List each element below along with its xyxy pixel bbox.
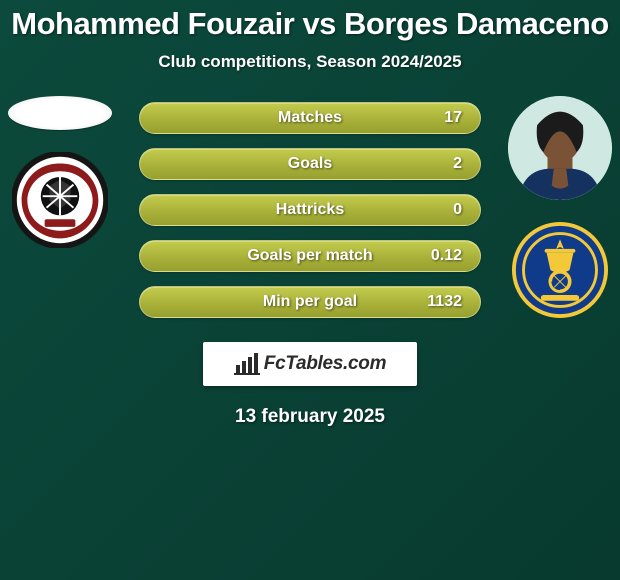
- brand-watermark: FcTables.com: [203, 342, 417, 386]
- stat-bar: Matches17: [139, 102, 481, 134]
- brand-text: FcTables.com: [264, 353, 386, 375]
- alraed-badge-icon: [12, 152, 108, 248]
- stat-bar: Hattricks0: [139, 194, 481, 226]
- stat-label: Matches: [270, 109, 350, 127]
- left-player-avatar: [8, 96, 112, 130]
- stat-bar: Min per goal1132: [139, 286, 481, 318]
- subtitle: Club competitions, Season 2024/2025: [0, 52, 620, 72]
- stat-label: Goals per match: [239, 247, 380, 265]
- left-player-club-badge: [12, 152, 108, 248]
- stat-label: Min per goal: [255, 293, 365, 311]
- stat-label: Goals: [280, 155, 340, 173]
- page-title: Mohammed Fouzair vs Borges Damaceno: [0, 0, 620, 42]
- right-player-avatar: [508, 96, 612, 200]
- right-player-column: [500, 96, 620, 318]
- stat-right-value: 0: [352, 201, 480, 219]
- stat-bar: Goals2: [139, 148, 481, 180]
- stat-right-value: 0.12: [381, 247, 480, 265]
- comparison-stage: Matches17 Goals2 Hattricks0 Goals per match…: [0, 96, 620, 318]
- stat-bar: Goals per match0.12: [139, 240, 481, 272]
- left-player-column: [0, 96, 120, 248]
- date-text: 13 february 2025: [0, 406, 620, 428]
- bar-chart-icon: [234, 353, 260, 375]
- right-player-club-badge: [512, 222, 608, 318]
- stat-label: Hattricks: [268, 201, 352, 219]
- stat-right-value: 2: [340, 155, 480, 173]
- player-silhouette-icon: [508, 96, 612, 200]
- stat-right-value: 17: [350, 109, 480, 127]
- alnassr-badge-icon: [512, 222, 608, 318]
- stat-right-value: 1132: [365, 293, 480, 311]
- stat-bars: Matches17 Goals2 Hattricks0 Goals per match…: [139, 96, 481, 318]
